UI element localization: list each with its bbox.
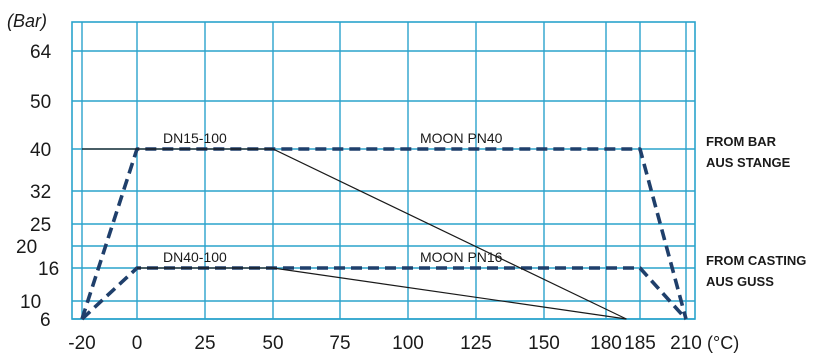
y-tick-label: 50 [30,92,51,113]
series-line [137,267,627,320]
y-tick-label: 25 [30,215,51,236]
x-tick-label: 185 [624,333,656,354]
y-tick-label: 64 [30,42,52,63]
series-label: MOON PN16 [420,249,503,265]
series-line [80,266,688,321]
series-layer [80,147,688,321]
series-label: DN15-100 [163,130,227,146]
note-line-1: FROM CASTING [706,253,806,268]
plot-frame [71,21,696,320]
x-tick-label: 125 [460,333,492,354]
note-line-1: FROM BAR [706,134,777,149]
x-tick-label: 210 [670,333,702,354]
x-tick-label: 50 [262,333,283,354]
series-label: DN40-100 [163,249,227,265]
series-line [80,147,688,320]
x-tick-label: 180 [590,333,622,354]
x-tick-label: 25 [194,333,215,354]
x-tick-label: 0 [132,333,143,354]
y-unit-label: (Bar) [7,11,47,31]
labels-layer: DN15-100 DN40-100 MOON PN40 MOON PN16 -20 0 25… [7,11,806,354]
y-tick-label: 40 [30,140,51,161]
y-tick-label: 16 [38,259,59,280]
note-line-2: AUS GUSS [706,274,774,289]
y-tick-label: 10 [20,292,41,313]
x-tick-label: 100 [392,333,424,354]
series-line [82,148,627,320]
series-label: MOON PN40 [420,130,503,146]
x-tick-label: 75 [329,333,350,354]
x-unit-label: (°C) [707,333,739,353]
note-line-2: AUS STANGE [706,155,791,170]
x-tick-label: 150 [528,333,560,354]
y-tick-label: 32 [30,182,51,203]
grid [71,21,696,320]
y-tick-label: 6 [40,310,51,331]
x-tick-label: -20 [68,333,95,354]
y-tick-label: 20 [16,237,37,258]
